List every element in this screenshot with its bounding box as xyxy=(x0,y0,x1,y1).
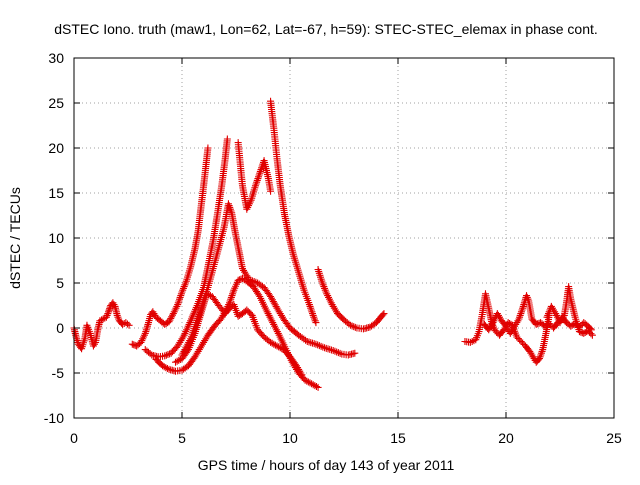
series-arc-k xyxy=(480,292,595,337)
x-tick-label: 25 xyxy=(606,430,622,446)
x-tick-label: 0 xyxy=(70,430,78,446)
y-tick-label: 25 xyxy=(48,95,64,111)
x-tick-label: 5 xyxy=(178,430,186,446)
x-tick-label: 10 xyxy=(282,430,298,446)
data-point xyxy=(176,295,184,303)
data-point xyxy=(167,314,175,322)
series-arc-b xyxy=(128,144,212,350)
x-axis-title: GPS time / hours of day 143 of year 2011 xyxy=(198,457,455,473)
data-point xyxy=(161,352,169,360)
y-tick-label: 5 xyxy=(56,275,64,291)
x-tick-label: 15 xyxy=(390,430,406,446)
data-point xyxy=(104,310,112,318)
y-tick-label: 30 xyxy=(48,50,64,66)
data-point xyxy=(164,351,172,359)
data-point xyxy=(587,330,595,338)
data-point xyxy=(312,319,320,327)
data-point xyxy=(348,322,356,330)
data-point xyxy=(298,371,306,379)
y-tick-label: 15 xyxy=(48,185,64,201)
data-point xyxy=(329,347,337,354)
data-point xyxy=(346,321,354,329)
data-point xyxy=(255,291,263,299)
data-point xyxy=(588,331,596,339)
data-point xyxy=(254,175,262,183)
data-point xyxy=(315,342,323,350)
series-arc-g xyxy=(234,139,275,213)
series-arc-i xyxy=(314,266,388,333)
data-point xyxy=(517,308,525,316)
data-point xyxy=(165,318,173,326)
data-point xyxy=(252,180,260,188)
data-point xyxy=(204,144,212,152)
series-arc-h xyxy=(267,97,320,327)
data-point xyxy=(350,323,358,331)
data-point xyxy=(334,349,342,357)
points-layer xyxy=(70,97,596,391)
data-point xyxy=(312,383,320,390)
grid-layer xyxy=(74,58,614,418)
series-arc-f xyxy=(178,200,359,359)
data-point xyxy=(245,275,253,283)
data-point xyxy=(166,316,174,324)
series-arc-l xyxy=(543,283,596,339)
data-point xyxy=(250,278,258,286)
y-tick-label: 0 xyxy=(56,320,64,336)
y-tick-label: 10 xyxy=(48,230,64,246)
data-point xyxy=(351,323,359,331)
data-point xyxy=(227,293,235,301)
data-point xyxy=(247,276,255,284)
y-tick-label: -10 xyxy=(44,410,64,426)
data-point xyxy=(99,315,107,323)
data-point xyxy=(380,310,388,318)
ticks-layer: 0 5 10 15 20 25 -10 -5 0 5 10 15 20 25 30 xyxy=(44,50,622,446)
data-point xyxy=(351,349,359,357)
data-point xyxy=(248,277,256,285)
data-point xyxy=(163,365,171,372)
series-arc-a xyxy=(70,299,133,353)
data-point xyxy=(317,342,325,350)
y-tick-label: -5 xyxy=(52,365,65,381)
data-point xyxy=(228,292,236,300)
data-point xyxy=(517,310,525,318)
data-point xyxy=(519,304,527,312)
y-tick-label: 20 xyxy=(48,140,64,156)
data-point xyxy=(253,178,261,186)
data-point xyxy=(176,293,184,301)
data-point xyxy=(175,356,183,364)
data-point xyxy=(168,313,176,321)
data-point xyxy=(123,320,131,328)
data-point xyxy=(255,173,263,181)
chart-title: dSTEC Iono. truth (maw1, Lon=62, Lat=-67… xyxy=(54,21,598,37)
data-point xyxy=(253,176,261,184)
data-point xyxy=(308,308,316,316)
data-point xyxy=(518,306,526,314)
data-point xyxy=(125,321,133,329)
data-point xyxy=(314,341,322,349)
data-point xyxy=(314,383,322,391)
data-point xyxy=(333,348,341,356)
data-point xyxy=(237,275,245,283)
data-point xyxy=(468,338,476,345)
data-point xyxy=(168,311,176,319)
data-point xyxy=(319,343,327,351)
data-point xyxy=(267,187,275,195)
series-arc-c xyxy=(141,135,231,361)
data-point xyxy=(336,349,344,357)
y-axis-title: dSTEC / TECUs xyxy=(7,187,23,289)
data-point xyxy=(256,169,264,177)
data-point xyxy=(331,347,339,355)
data-point xyxy=(162,351,170,359)
data-point xyxy=(307,306,315,314)
data-point xyxy=(534,356,542,364)
data-point xyxy=(379,311,387,319)
data-point xyxy=(223,135,231,143)
x-tick-label: 20 xyxy=(498,430,514,446)
data-point xyxy=(312,340,320,348)
data-point xyxy=(255,171,263,179)
